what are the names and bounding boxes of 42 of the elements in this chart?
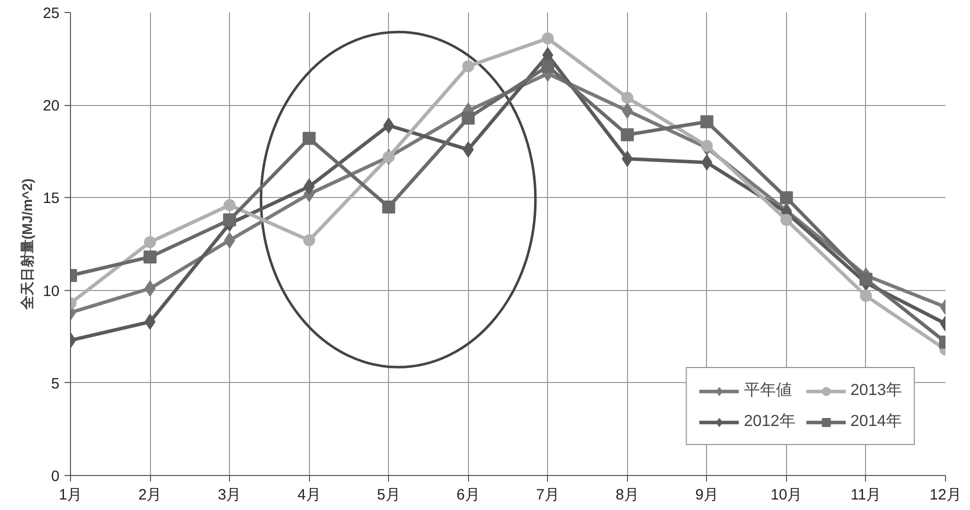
x-tick-label: 5月 — [377, 486, 400, 504]
legend-label: 2012年 — [744, 412, 796, 432]
y-tick-label: 20 — [42, 98, 60, 115]
x-tick-label: 8月 — [616, 486, 639, 504]
point — [542, 32, 554, 44]
point — [223, 213, 236, 226]
point — [860, 290, 872, 302]
legend-label: 平年値 — [744, 381, 792, 401]
legend-label: 2014年 — [850, 412, 902, 432]
x-tick-label: 12月 — [930, 486, 962, 504]
point — [382, 200, 396, 214]
x-tick-label: 7月 — [536, 486, 560, 504]
point — [144, 250, 157, 264]
point — [144, 236, 156, 248]
x-tick-label: 11月 — [850, 486, 882, 504]
point — [780, 214, 792, 226]
point — [621, 92, 634, 104]
point — [700, 115, 714, 128]
point — [462, 60, 474, 72]
y-axis-title: 全天日射量(MJ/m^2) — [18, 178, 35, 311]
x-tick-label: 4月 — [297, 486, 321, 504]
point — [780, 191, 793, 204]
point — [859, 272, 872, 286]
y-tick-label: 0 — [51, 468, 60, 485]
x-tick-label: 3月 — [218, 486, 242, 504]
x-tick-label: 10月 — [770, 486, 802, 504]
x-tick-label: 9月 — [695, 486, 719, 504]
y-tick-label: 5 — [51, 375, 60, 392]
y-tick-label: 10 — [42, 282, 60, 300]
x-tick-label: 6月 — [456, 486, 480, 504]
x-tick-label: 2月 — [138, 486, 162, 504]
point — [620, 128, 634, 142]
x-tick-label: 1月 — [58, 486, 82, 504]
point — [541, 60, 554, 73]
point — [303, 234, 316, 246]
legend-label: 2013年 — [850, 381, 902, 401]
point — [224, 199, 236, 212]
y-tick-label: 15 — [42, 190, 60, 208]
point — [302, 132, 316, 145]
point — [700, 140, 713, 152]
y-tick-label: 25 — [42, 5, 60, 22]
point — [462, 112, 475, 125]
